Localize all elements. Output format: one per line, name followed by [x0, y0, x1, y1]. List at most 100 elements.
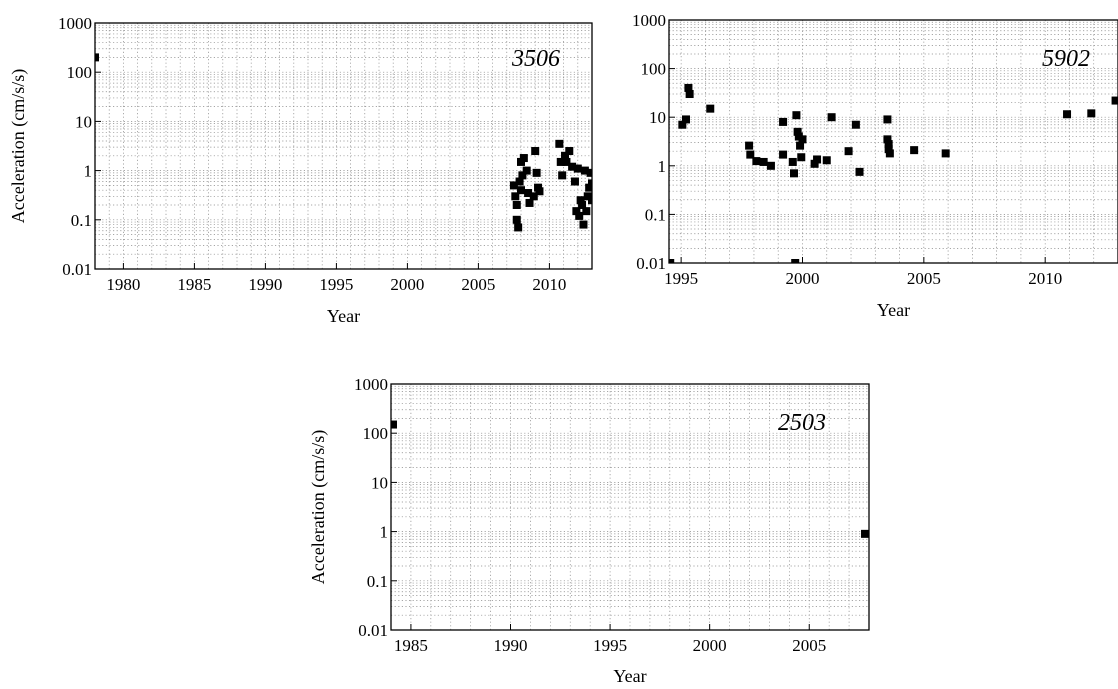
data-point	[791, 259, 800, 263]
data-point	[578, 200, 587, 209]
plot-frame	[94, 22, 593, 270]
x-tick-label: 2005	[907, 269, 941, 288]
data-point	[810, 159, 819, 168]
data-point	[524, 189, 533, 198]
y-tick-label: 0.1	[367, 572, 388, 591]
data-point	[568, 162, 577, 171]
data-point	[766, 161, 775, 170]
data-point	[585, 183, 592, 192]
x-tick-label: 1995	[664, 269, 698, 288]
grid	[94, 23, 593, 270]
data-point	[746, 150, 755, 159]
data-point	[511, 192, 520, 201]
grid	[390, 384, 870, 631]
x-axis-title: Year	[877, 300, 910, 320]
data-point	[579, 220, 588, 229]
x-tick-label: 1995	[593, 636, 627, 655]
y-tick-label: 0.01	[62, 260, 92, 279]
data-point	[1111, 96, 1118, 105]
data-point	[588, 196, 592, 205]
data-point	[573, 164, 582, 173]
station-label: 2503	[778, 410, 826, 436]
x-tick-label: 1985	[394, 636, 428, 655]
data-point	[793, 127, 802, 136]
chart-panel-3506: 0.01 0.1 1 10 100 1000 1980 1985 1990 1995 2000 200…	[8, 14, 593, 326]
data-point	[796, 141, 805, 150]
data-point	[532, 168, 541, 177]
data-point	[779, 117, 788, 126]
data-point	[685, 90, 694, 99]
x-tick-label: 1985	[177, 275, 211, 294]
data-point	[583, 192, 592, 201]
y-tick-label: 100	[641, 60, 667, 79]
y-tick-label: 1000	[632, 11, 666, 30]
data-point	[883, 115, 892, 124]
data-point	[884, 145, 893, 154]
data-point	[681, 115, 690, 124]
data-point	[515, 177, 524, 186]
data-point	[1087, 109, 1096, 118]
data-point	[884, 140, 893, 149]
plot-frame	[390, 383, 870, 631]
data-point	[582, 207, 591, 216]
data-point	[535, 187, 544, 196]
data-point	[529, 192, 538, 201]
x-axis-title: Year	[327, 306, 360, 326]
data-point	[580, 166, 589, 175]
y-tick-label: 0.1	[71, 211, 92, 230]
data-point	[752, 157, 761, 166]
y-tick-label: 100	[67, 63, 93, 82]
data-point	[827, 113, 836, 122]
y-tick-label: 1000	[58, 14, 92, 33]
y-tick-label: 1	[658, 157, 667, 176]
data-point	[745, 141, 754, 150]
data-points	[95, 53, 592, 232]
data-point	[792, 111, 801, 120]
y-tick-label: 10	[371, 473, 388, 492]
data-point	[669, 259, 675, 263]
data-point	[798, 135, 807, 144]
data-point	[586, 168, 592, 177]
data-point	[797, 153, 806, 162]
data-point	[561, 151, 570, 160]
x-tick-label: 1995	[319, 275, 353, 294]
y-tick-label: 1	[380, 523, 389, 542]
data-point	[851, 120, 860, 129]
y-tick-label: 0.1	[645, 205, 666, 224]
data-point	[509, 181, 518, 190]
data-point	[759, 157, 768, 166]
data-point	[684, 83, 693, 92]
y-tick-label: 10	[75, 112, 92, 131]
data-point	[562, 157, 571, 166]
data-point	[788, 157, 797, 166]
x-tick-label: 2010	[532, 275, 566, 294]
data-point	[861, 529, 869, 538]
data-point	[588, 179, 592, 188]
y-tick-label: 1	[84, 162, 93, 181]
data-point	[1063, 110, 1072, 119]
data-point	[885, 149, 894, 158]
data-point	[572, 207, 581, 216]
data-point	[531, 147, 540, 156]
y-tick-label: 100	[363, 424, 389, 443]
chart-panel-5902: 0.01 0.1 1 10 100 1000 1995 2000 2005 2010 Year 590…	[632, 11, 1118, 320]
data-point	[813, 155, 822, 164]
x-tick-label: 1990	[494, 636, 528, 655]
data-point	[576, 196, 585, 205]
data-point	[556, 157, 565, 166]
data-points	[391, 420, 869, 538]
data-point	[558, 171, 567, 180]
data-point	[519, 154, 528, 163]
station-label: 5902	[1042, 46, 1090, 72]
x-tick-label: 2010	[1028, 269, 1062, 288]
data-point	[678, 120, 687, 129]
data-point	[789, 169, 798, 178]
data-point	[522, 166, 531, 175]
y-tick-label: 0.01	[358, 621, 388, 640]
data-point	[391, 420, 397, 429]
y-axis-title: Acceleration (cm/s/s)	[8, 69, 29, 223]
station-label: 3506	[511, 46, 560, 72]
data-point	[706, 104, 715, 113]
data-point	[517, 186, 525, 195]
